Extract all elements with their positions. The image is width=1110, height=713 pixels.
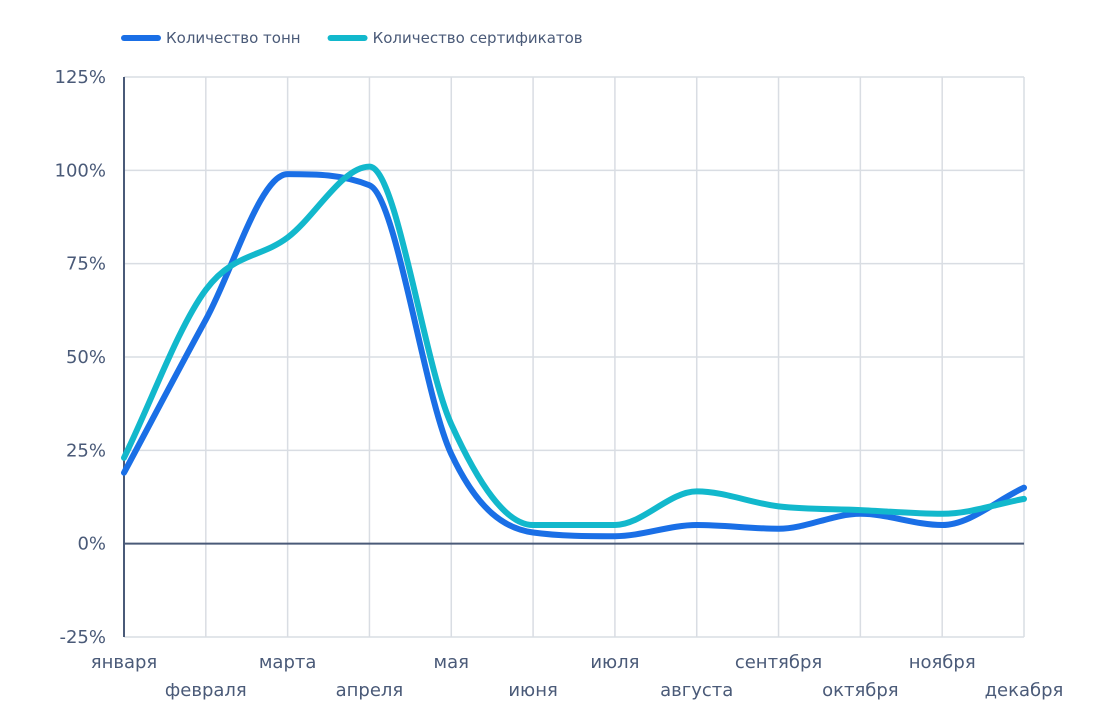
x-tick-label: февраля <box>165 680 247 701</box>
series-line-1 <box>121 171 1027 540</box>
x-tick-label: августа <box>660 680 733 701</box>
x-tick-label: мая <box>434 652 469 673</box>
legend-label: Количество тонн <box>166 29 301 47</box>
x-axis-ticks: января февраля марта апреля мая июня июля авгус… <box>91 652 1064 701</box>
x-tick-label: декабря <box>985 680 1064 701</box>
y-tick-label: 125% <box>55 67 106 88</box>
legend: Количество тонн Количество сертификатов <box>121 29 583 47</box>
y-tick-label: 25% <box>66 440 106 461</box>
x-tick-label: июня <box>508 680 557 701</box>
y-tick-label: -25% <box>59 627 106 648</box>
grid-lines <box>123 76 1025 638</box>
y-axis-ticks: 125% 100% 75% 50% 25% 0% -25% <box>55 67 106 648</box>
y-tick-label: 0% <box>77 534 106 555</box>
legend-label: Количество сертификатов <box>373 29 583 47</box>
x-tick-label: октября <box>822 680 899 701</box>
x-tick-label: сентября <box>735 652 822 673</box>
series-line-2 <box>121 163 1027 529</box>
zero-axis <box>123 77 1024 637</box>
x-tick-label: апреля <box>336 680 404 701</box>
y-tick-label: 75% <box>66 254 106 275</box>
x-tick-label: июля <box>590 652 639 673</box>
x-tick-label: января <box>91 652 158 673</box>
x-tick-label: марта <box>259 652 317 673</box>
y-tick-label: 50% <box>66 347 106 368</box>
x-tick-label: ноября <box>909 652 976 673</box>
y-tick-label: 100% <box>55 160 106 181</box>
series-lines <box>121 163 1027 540</box>
